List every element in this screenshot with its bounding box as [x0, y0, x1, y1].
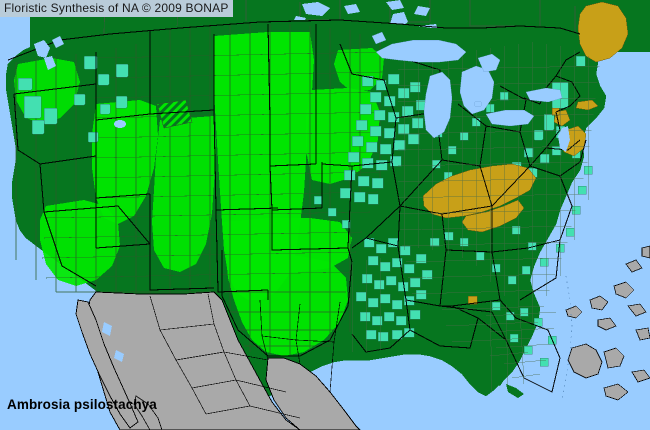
map-title-bar: Floristic Synthesis of NA © 2009 BONAP [0, 0, 233, 17]
great-salt-lake [114, 120, 126, 128]
map-title-text: Floristic Synthesis of NA © 2009 BONAP [4, 1, 229, 15]
mexico-landmass [75, 291, 361, 430]
caribbean-islands [565, 245, 650, 401]
chesapeake-bay [558, 126, 570, 152]
state-borders [7, 19, 587, 393]
florida-keys [492, 376, 524, 398]
eastern-county-borders [351, 42, 601, 393]
hatched-counties [156, 99, 193, 129]
coastal-inlets [34, 36, 64, 70]
species-name-label: Ambrosia psilostachya [7, 397, 157, 412]
united-states-landmass [5, 1, 629, 397]
great-lakes [371, 31, 563, 139]
